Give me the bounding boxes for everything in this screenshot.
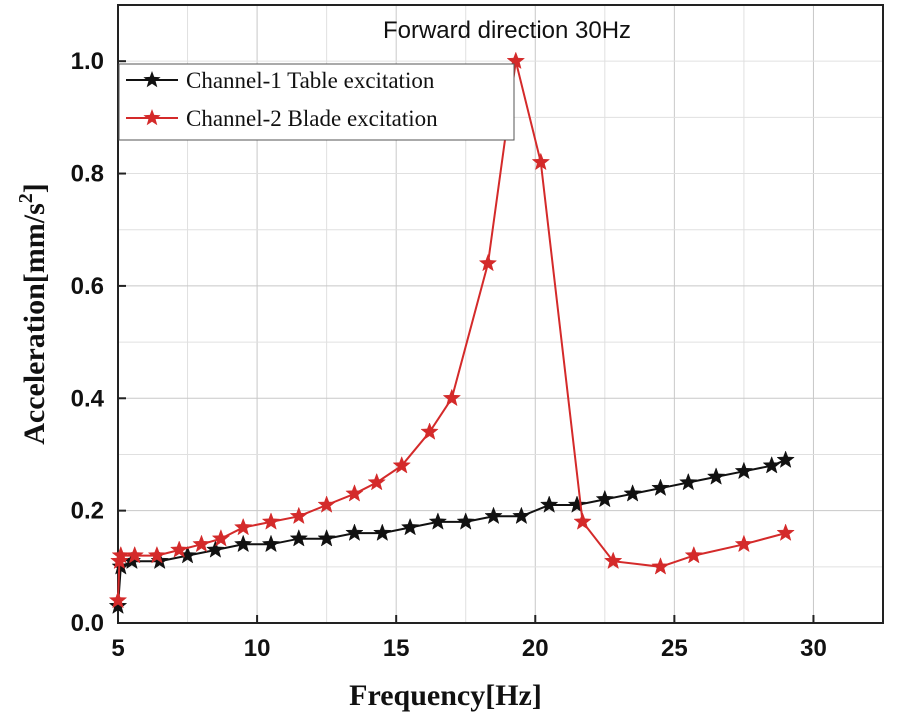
legend-box [118, 63, 515, 141]
data-point-1 [261, 534, 281, 553]
data-point-2 [211, 528, 231, 547]
data-point-1 [595, 489, 615, 508]
y-tick-label: 1.0 [71, 48, 104, 75]
data-point-1 [706, 467, 726, 485]
data-point-1 [539, 495, 559, 513]
x-tick-label: 20 [522, 635, 549, 662]
legend-label-channel-2: Channel-2 Blade excitation [186, 106, 438, 131]
data-point-2 [531, 152, 551, 171]
legend-marker-channel-1 [143, 71, 161, 88]
data-point-2 [345, 484, 364, 502]
data-point-2 [367, 472, 386, 491]
legend-label-channel-1: Channel-1 Table excitation [186, 68, 435, 93]
data-point-2 [289, 506, 309, 525]
data-point-2 [125, 545, 144, 564]
y-axis-title-main: Acceleration[mm/s [18, 203, 51, 445]
data-point-1 [512, 506, 531, 525]
data-point-2 [233, 517, 253, 536]
data-point-2 [317, 495, 336, 513]
data-point-1 [400, 517, 420, 536]
x-axis-title: Frequency[Hz] [349, 679, 542, 712]
legend-marker-channel-2 [143, 109, 161, 126]
data-point-2 [147, 545, 167, 564]
data-point-1 [317, 528, 336, 547]
data-point-1 [206, 540, 225, 558]
data-point-1 [567, 495, 587, 513]
chart-title: Forward direction 30Hz [383, 17, 631, 44]
x-tick-label: 15 [383, 635, 410, 662]
data-point-1 [456, 512, 475, 530]
data-point-1 [289, 528, 309, 547]
data-point-1 [373, 523, 392, 541]
data-point-2 [192, 534, 211, 553]
x-tick-label: 25 [661, 635, 688, 662]
data-point-1 [428, 512, 448, 530]
data-point-2 [108, 590, 128, 609]
data-point-2 [651, 557, 670, 575]
data-point-1 [679, 472, 698, 491]
data-point-1 [623, 484, 642, 502]
data-point-2 [392, 455, 411, 474]
x-tick-label: 10 [244, 635, 271, 662]
y-tick-label: 0.0 [71, 610, 104, 637]
x-tick-label: 30 [800, 635, 827, 662]
data-point-1 [108, 596, 128, 614]
data-point-2 [420, 422, 439, 440]
data-point-2 [169, 540, 189, 558]
data-point-1 [484, 506, 503, 525]
series-line-2 [117, 60, 786, 601]
y-axis-title: Acceleration[mm/s2] [15, 183, 51, 445]
data-point-2 [776, 523, 795, 541]
data-point-2 [684, 545, 704, 564]
data-point-2 [261, 512, 281, 530]
data-point-1 [734, 461, 754, 480]
y-tick-label: 0.4 [71, 385, 105, 412]
data-point-2 [506, 51, 526, 70]
data-point-2 [442, 388, 462, 407]
legend: Channel-1 Table excitation Channel-2 Bla… [118, 63, 515, 141]
data-point-1 [762, 455, 781, 474]
data-point-2 [603, 551, 623, 570]
y-tick-label: 0.8 [71, 161, 104, 188]
y-axis-title-superscript: 2 [15, 193, 37, 203]
data-point-1 [776, 450, 795, 468]
data-point-1 [345, 523, 364, 541]
data-point-2 [734, 534, 754, 553]
data-point-1 [651, 478, 670, 496]
axis-ticks: 5 10 15 20 25 30 0.0 0.2 0.4 0.6 0.8 1.0 [71, 48, 827, 662]
series-1 [108, 450, 795, 614]
data-point-2 [573, 512, 592, 530]
series-2 [108, 51, 795, 609]
plot-frame [117, 4, 884, 624]
y-axis-title-end: ] [18, 183, 51, 193]
series-group [108, 51, 795, 614]
x-tick-label: 5 [111, 635, 124, 662]
data-point-1 [233, 534, 253, 553]
y-tick-label: 0.2 [71, 498, 104, 525]
data-point-2 [478, 253, 498, 272]
y-tick-label: 0.6 [71, 273, 104, 300]
